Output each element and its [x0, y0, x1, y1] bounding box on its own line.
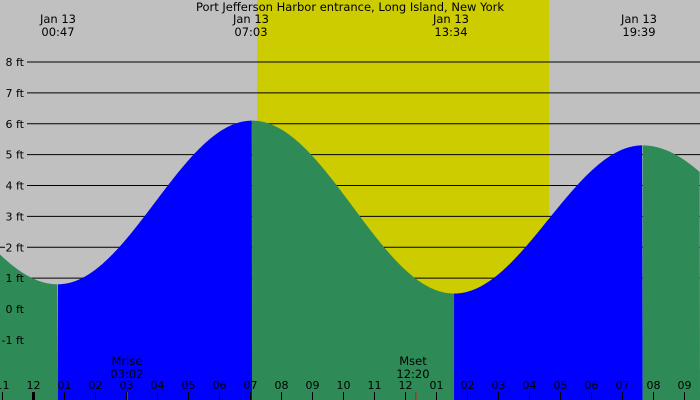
tide-event-label: Jan 13 19:39 [609, 13, 669, 39]
x-tick-label: 11 [368, 379, 382, 392]
moon-event-time: 12:20 [396, 367, 430, 381]
event-date: Jan 13 [232, 12, 270, 26]
x-tick-label: 06 [213, 379, 227, 392]
x-tick-label: 04 [151, 379, 165, 392]
y-tick-label: 2 ft [6, 241, 25, 254]
moonrise-label: Mrise 03:02 [97, 355, 157, 381]
x-tick-label: 02 [89, 379, 103, 392]
x-tick-label: 12 [27, 379, 41, 392]
y-tick-label: 3 ft [6, 210, 25, 223]
x-tick-label: 03 [492, 379, 506, 392]
x-tick-label: 02 [461, 379, 475, 392]
event-time: 19:39 [622, 25, 656, 39]
moon-event-time: 03:02 [110, 367, 144, 381]
x-tick-label: 08 [275, 379, 289, 392]
event-date: Jan 13 [39, 12, 77, 26]
moon-event-label: Mrise [111, 354, 143, 368]
x-tick-label: 05 [182, 379, 196, 392]
event-date: Jan 13 [432, 12, 470, 26]
rising-tide-area [57, 120, 253, 400]
x-tick-label: 09 [678, 379, 692, 392]
falling-tide-area [0, 254, 58, 400]
chart-title: Port Jefferson Harbor entrance, Long Isl… [195, 0, 505, 14]
event-time: 00:47 [41, 25, 75, 39]
tide-event-label: Jan 13 13:34 [421, 13, 481, 39]
falling-tide-area [252, 120, 455, 400]
x-tick-label: 05 [554, 379, 568, 392]
x-tick-label: 01 [430, 379, 444, 392]
y-tick-label: 7 ft [6, 87, 25, 100]
x-tick-label: 10 [337, 379, 351, 392]
y-tick-label: 0 ft [6, 303, 25, 316]
x-tick-label: 03 [120, 379, 134, 392]
event-time: 13:34 [434, 25, 468, 39]
rising-tide-area [454, 145, 643, 400]
x-tick-label: 06 [585, 379, 599, 392]
tide-event-label: Jan 13 00:47 [28, 13, 88, 39]
x-tick-label: 11 [0, 379, 10, 392]
moon-event-label: Mset [399, 354, 427, 368]
moonset-label: Mset 12:20 [383, 355, 443, 381]
y-tick-label: 4 ft [6, 180, 25, 193]
x-tick-label: 08 [647, 379, 661, 392]
event-date: Jan 13 [620, 12, 658, 26]
y-tick-label: 1 ft [6, 272, 25, 285]
tide-event-label: Jan 13 07:03 [221, 13, 281, 39]
y-tick-label: 5 ft [6, 149, 25, 162]
x-tick-label: 12 [399, 379, 413, 392]
x-tick-label: 09 [306, 379, 320, 392]
x-tick-label: 07 [244, 379, 258, 392]
y-tick-label: 6 ft [6, 118, 25, 131]
falling-tide-area [642, 145, 700, 400]
event-time: 07:03 [234, 25, 268, 39]
x-tick-label: 04 [523, 379, 537, 392]
y-tick-label: 8 ft [6, 56, 25, 69]
y-tick-label: -1 ft [2, 334, 25, 347]
x-tick-label: 07 [616, 379, 630, 392]
x-tick-label: 01 [58, 379, 72, 392]
